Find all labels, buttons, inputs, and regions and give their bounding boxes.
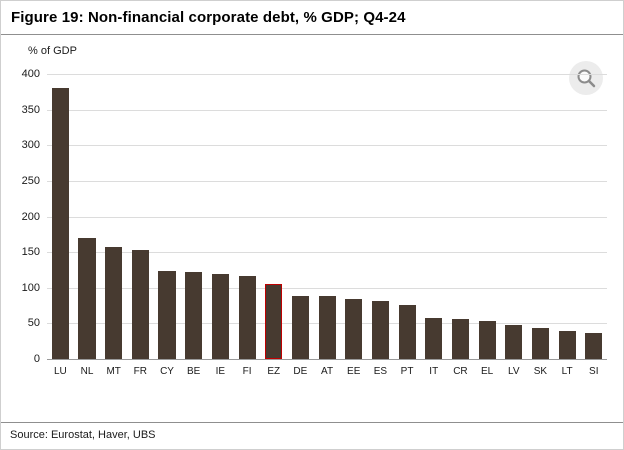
bar-de: [291, 296, 309, 359]
bar-slot-el: EL: [474, 74, 501, 377]
bar-fi: [238, 276, 256, 359]
x-tick-label: IT: [429, 366, 439, 377]
x-tick-label: SI: [589, 366, 599, 377]
x-tick-label: NL: [80, 366, 94, 377]
bar-chart-plot-area: 0 50 100 150 200 250 300 350 400 LU NL MT FR CY BE IE FI…: [22, 68, 607, 377]
y-tick-label: 350: [21, 103, 40, 116]
x-tick-label: EL: [480, 366, 494, 377]
bar-slot-fr: FR: [127, 74, 154, 377]
bar-slot-pt: PT: [394, 74, 421, 377]
zoom-button[interactable]: [569, 61, 603, 95]
bar-slot-ie: IE: [207, 74, 234, 377]
bar-slot-lu: LU: [47, 74, 74, 377]
y-tick-label: 50: [27, 317, 40, 330]
x-axis-baseline: [47, 359, 607, 360]
x-tick-label: MT: [106, 366, 121, 377]
bar-lv: [505, 324, 523, 359]
bar-pt: [398, 304, 416, 359]
bar-slot-be: BE: [180, 74, 207, 377]
bar-cy: [158, 270, 176, 359]
figure-title: Figure 19: Non-financial corporate debt,…: [11, 9, 406, 26]
bar-slot-cr: CR: [447, 74, 474, 377]
x-tick-label: DE: [293, 366, 308, 377]
x-tick-label: LV: [508, 366, 520, 377]
x-tick-label: AT: [321, 366, 334, 377]
bar-it: [425, 318, 443, 359]
bar-slot-nl: NL: [74, 74, 101, 377]
source-text: Source: Eurostat, Haver, UBS: [10, 429, 156, 441]
y-tick-label: 0: [33, 353, 40, 365]
x-tick-label: SK: [533, 366, 548, 377]
y-tick-label: 150: [21, 246, 40, 259]
x-tick-label: ES: [373, 366, 388, 377]
bar-slot-si: SI: [580, 74, 607, 377]
y-tick-label: 400: [21, 68, 40, 80]
gridline: [47, 74, 607, 75]
x-tick-label: IE: [215, 366, 226, 377]
bar-slot-sk: SK: [527, 74, 554, 377]
bar-nl: [78, 237, 96, 359]
bar-mt: [105, 247, 123, 359]
bars-group: LU NL MT FR CY BE IE FI EZ DE AT EE ES PT IT CR EL LV SK LT…: [47, 74, 607, 377]
x-tick-label: LU: [53, 366, 67, 377]
bar-slot-lt: LT: [554, 74, 581, 377]
magnifier-icon: [577, 69, 596, 88]
bar-si: [585, 333, 603, 359]
bar-slot-lv: LV: [500, 74, 527, 377]
bar-slot-de: DE: [287, 74, 314, 377]
bar-ie: [211, 274, 229, 359]
bar-be: [185, 272, 203, 359]
y-tick-label: 100: [21, 281, 40, 294]
x-tick-label: CY: [160, 366, 174, 377]
bar-slot-fi: FI: [234, 74, 261, 377]
gridline: [47, 109, 607, 111]
bar-cr: [451, 319, 469, 359]
bar-slot-ee: EE: [340, 74, 367, 377]
x-tick-label: FR: [133, 366, 148, 377]
bar-slot-ez: EZ: [260, 74, 287, 377]
x-tick-label: PT: [400, 366, 414, 377]
y-tick-label: 300: [21, 139, 40, 152]
bar-ez-highlighted: [265, 284, 283, 359]
x-tick-label: BE: [187, 366, 201, 377]
bar-el: [478, 320, 496, 359]
gridline: [47, 216, 607, 218]
bar-slot-cy: CY: [154, 74, 181, 377]
x-tick-label: EE: [347, 366, 361, 377]
bar-slot-at: AT: [314, 74, 341, 377]
x-tick-label: CR: [453, 366, 468, 377]
gridline: [47, 145, 607, 147]
y-tick-label: 200: [21, 210, 40, 223]
bar-at: [318, 296, 336, 359]
bar-lu: [51, 88, 69, 359]
x-tick-label: EZ: [267, 366, 281, 377]
y-axis-label: % of GDP: [28, 45, 77, 57]
gridline: [47, 252, 607, 254]
x-tick-label: LT: [561, 366, 573, 377]
bar-ee: [345, 299, 363, 359]
bar-slot-es: ES: [367, 74, 394, 377]
bar-es: [371, 300, 389, 359]
header-divider: [1, 34, 623, 35]
bar-slot-mt: MT: [100, 74, 127, 377]
bar-fr: [131, 250, 149, 359]
gridline: [47, 287, 607, 289]
x-tick-label: FI: [242, 366, 252, 377]
footer-divider: [1, 422, 623, 423]
bar-slot-it: IT: [420, 74, 447, 377]
gridline: [47, 180, 607, 182]
bar-lt: [558, 330, 576, 359]
bar-sk: [531, 328, 549, 359]
y-tick-label: 250: [21, 174, 40, 187]
